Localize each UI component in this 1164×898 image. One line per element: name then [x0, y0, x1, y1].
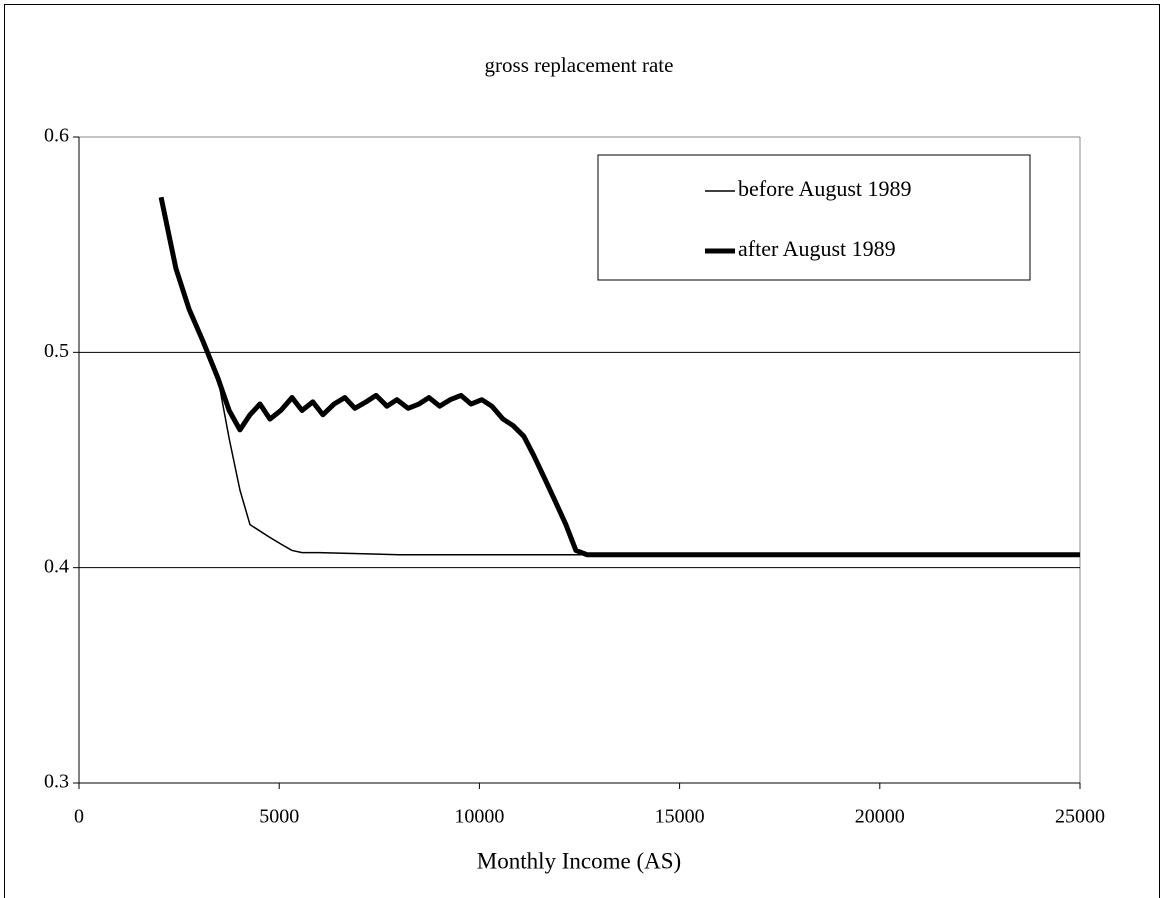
legend-box — [597, 154, 1031, 281]
x-tick-label: 25000 — [1055, 806, 1105, 828]
y-tick-label: 0.3 — [44, 771, 69, 793]
chart-title: gross replacement rate — [485, 53, 674, 77]
y-tick-label: 0.6 — [44, 125, 69, 147]
x-tick-label: 15000 — [655, 806, 705, 828]
x-tick-label: 10000 — [454, 806, 504, 828]
x-axis-title: Monthly Income (AS) — [477, 848, 681, 873]
legend-label: before August 1989 — [738, 176, 912, 201]
y-tick-label: 0.4 — [44, 555, 69, 577]
y-tick-label: 0.5 — [44, 340, 69, 362]
legend-label: after August 1989 — [738, 236, 896, 261]
chart-border — [4, 4, 1160, 898]
x-tick-label: 5000 — [259, 806, 299, 828]
series-line — [158, 196, 1080, 558]
x-tick-label: 0 — [74, 806, 84, 828]
x-tick-label: 20000 — [855, 806, 905, 828]
